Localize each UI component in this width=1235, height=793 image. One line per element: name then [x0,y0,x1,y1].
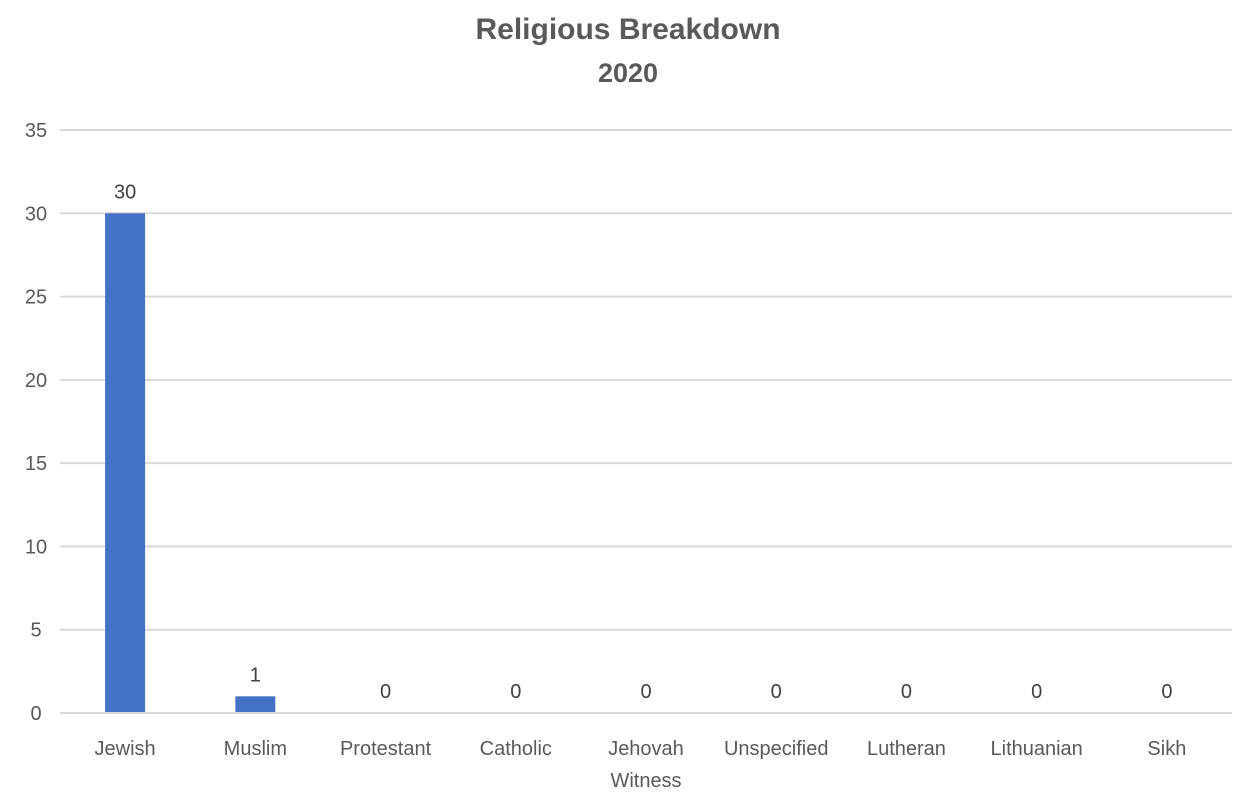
y-tick-label: 20 [25,370,47,392]
data-label: 0 [901,681,912,703]
x-category-label: Lutheran [867,738,946,760]
bar [105,213,146,714]
data-label: 0 [1031,681,1042,703]
data-label: 0 [640,681,651,703]
chart-subtitle: 2020 [598,58,658,88]
x-category-label: Catholic [480,738,552,760]
x-category-label: Jehovah Witness [608,738,684,792]
y-tick-label: 30 [25,203,47,225]
gridlines [60,129,1232,631]
x-category-label: Protestant [340,738,432,760]
x-category-label: Lithuanian [991,738,1083,760]
data-label: 0 [510,681,521,703]
chart-title: Religious Breakdown [475,13,780,46]
data-labels: 30 1 0 0 0 0 0 0 0 [114,181,1172,703]
y-axis-tick-labels: 0 5 10 15 20 25 30 35 [25,120,47,725]
y-tick-label: 15 [25,453,47,475]
data-label: 0 [771,681,782,703]
y-tick-label: 10 [25,536,47,558]
x-axis-category-labels: Jewish Muslim Protestant Catholic Jehovah Wit… [95,738,1187,792]
y-tick-label: 5 [30,620,41,642]
y-tick-label: 0 [30,703,41,725]
y-tick-label: 35 [25,120,47,142]
x-category-label: Muslim [224,738,287,760]
x-category-label: Unspecified [724,738,829,760]
data-label: 0 [1161,681,1172,703]
x-category-label: Jewish [95,738,156,760]
data-label: 0 [380,681,391,703]
data-label: 30 [114,181,136,203]
y-tick-label: 25 [25,287,47,309]
bars [105,213,276,714]
x-category-label: Sikh [1147,738,1186,760]
data-label: 1 [250,664,261,686]
bar [235,696,276,713]
